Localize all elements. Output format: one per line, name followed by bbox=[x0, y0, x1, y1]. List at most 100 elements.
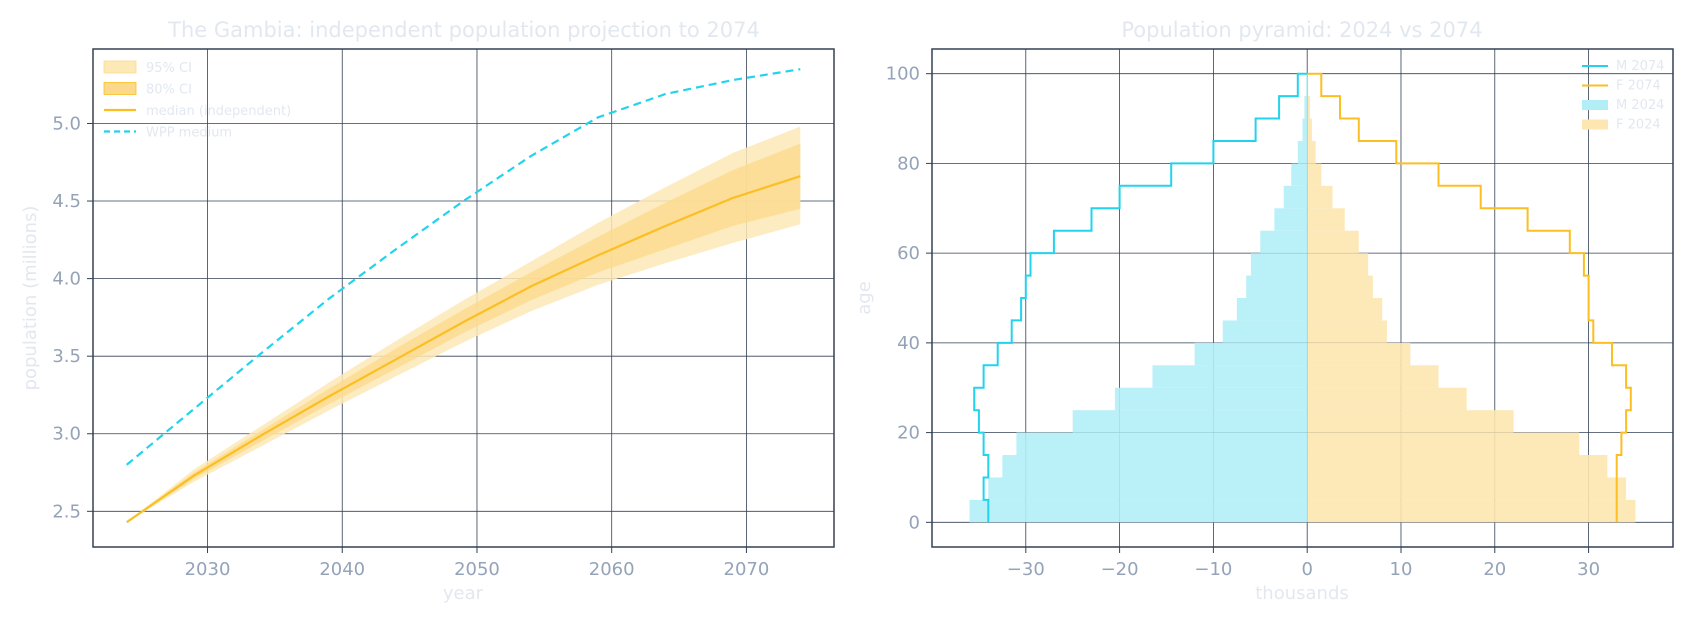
female-2024-bar bbox=[1307, 365, 1439, 388]
female-2024-bar bbox=[1307, 477, 1627, 500]
male-2024-bar bbox=[1246, 275, 1308, 298]
pyramid-x-tick-label: −30 bbox=[1007, 559, 1045, 580]
legend-swatch-ci80 bbox=[103, 82, 137, 95]
female-2024-bar bbox=[1307, 387, 1467, 411]
male-2024-bar bbox=[1016, 432, 1308, 456]
female-2024-bar bbox=[1307, 230, 1359, 254]
male-2024-bar bbox=[1302, 118, 1308, 141]
projection-y-tick-label: 3.5 bbox=[52, 346, 81, 367]
pyramid-legend: M 2074 F 2074 M 2024 F 2024 bbox=[1582, 59, 1664, 133]
wpp-medium-line bbox=[125, 68, 801, 466]
male-2024-bar bbox=[1297, 140, 1308, 164]
projection-x-tick-label: 2070 bbox=[724, 559, 770, 580]
male-2024-bar bbox=[1260, 230, 1308, 254]
pyramid-y-tick-label: 100 bbox=[886, 64, 920, 85]
male-2024-bar bbox=[1222, 320, 1308, 343]
pyramid-y-tick-label: 60 bbox=[897, 243, 920, 264]
female-2024-bar bbox=[1307, 275, 1373, 298]
pyramid-y-tick-label: 0 bbox=[909, 512, 920, 533]
male-2024-bar bbox=[1194, 342, 1308, 366]
male-2024-bar bbox=[1072, 410, 1308, 433]
female-2024-bar bbox=[1307, 96, 1311, 119]
projection-lines bbox=[125, 68, 801, 524]
projection-title: The Gambia: independent population proje… bbox=[167, 18, 760, 42]
pyramid-x-tick-label: −10 bbox=[1194, 559, 1232, 580]
projection-y-tick-label: 4.5 bbox=[52, 191, 81, 212]
projection-bands bbox=[126, 126, 801, 523]
female-2024-bar bbox=[1307, 342, 1411, 366]
female-2024-bar bbox=[1307, 73, 1309, 97]
pyramid-x-tick-label: 10 bbox=[1390, 559, 1413, 580]
legend-label: M 2024 bbox=[1616, 98, 1664, 113]
legend-swatch-ci95 bbox=[103, 60, 137, 74]
legend-label: F 2074 bbox=[1616, 79, 1661, 94]
female-2024-bar bbox=[1307, 432, 1580, 456]
male-2024-bar bbox=[988, 477, 1308, 500]
projection-x-tick-label: 2060 bbox=[589, 559, 635, 580]
male-2024-bar bbox=[1236, 298, 1308, 321]
legend-label: median (independent) bbox=[146, 104, 291, 119]
legend-label: F 2024 bbox=[1616, 118, 1661, 133]
male-2024-bar bbox=[1250, 253, 1308, 276]
male-2024-bar bbox=[1152, 365, 1308, 388]
pyramid-lines bbox=[973, 72, 1632, 523]
female-2024-bar bbox=[1307, 185, 1333, 209]
pyramid-bars bbox=[969, 73, 1636, 523]
female-2024-bar bbox=[1307, 298, 1383, 321]
female-2024-bar bbox=[1307, 208, 1345, 231]
projection-x-tick-label: 2040 bbox=[319, 559, 365, 580]
male-2024-bar bbox=[1283, 185, 1308, 209]
female-2024-bar bbox=[1307, 499, 1636, 523]
pyramid-x-tick-label: 30 bbox=[1577, 559, 1600, 580]
female-2024-bar bbox=[1307, 455, 1608, 478]
male-2024-bar bbox=[1114, 387, 1308, 411]
male-2074-line bbox=[973, 72, 1308, 523]
male-2024-bar bbox=[1002, 455, 1308, 478]
legend-label: M 2074 bbox=[1616, 59, 1664, 74]
female-2074-line bbox=[1307, 72, 1632, 523]
projection-y-tick-label: 5.0 bbox=[52, 113, 81, 134]
female-2024-bar bbox=[1307, 410, 1514, 433]
projection-y-label: population (millions) bbox=[20, 206, 41, 391]
male-2024-bar bbox=[1306, 73, 1308, 97]
male-2024-bar bbox=[1274, 208, 1308, 231]
projection-x-ticks: 2030 2040 2050 2060 2070 bbox=[185, 547, 770, 580]
pyramid-axes-frame bbox=[931, 48, 1674, 548]
legend-swatch-f2024 bbox=[1582, 119, 1608, 130]
projection-y-tick-label: 2.5 bbox=[52, 501, 81, 522]
pyramid-y-tick-label: 80 bbox=[897, 153, 920, 174]
male-2024-bar bbox=[1291, 163, 1308, 186]
female-2024-bar bbox=[1307, 140, 1316, 164]
pyramid-x-tick-label: 0 bbox=[1301, 559, 1312, 580]
pyramid-x-ticks: −30 −20 −10 0 10 20 30 bbox=[1007, 547, 1600, 580]
pyramid-y-tick-label: 20 bbox=[897, 423, 920, 444]
legend-swatch-m2024 bbox=[1582, 100, 1608, 110]
projection-axes-frame bbox=[92, 48, 835, 548]
legend-label: WPP medium bbox=[146, 126, 232, 141]
projection-legend: 95% CI 80% CI median (independent) WPP medi… bbox=[103, 60, 291, 141]
projection-x-tick-label: 2030 bbox=[185, 559, 231, 580]
pyramid-x-tick-label: −20 bbox=[1101, 559, 1139, 580]
male-2024-bar bbox=[969, 499, 1308, 523]
pyramid-panel: Population pyramid: 2024 vs 2074 −30 −20−… bbox=[854, 18, 1674, 604]
projection-x-label: year bbox=[443, 583, 484, 604]
pyramid-y-ticks: 0 20 40 60 80 100 bbox=[886, 64, 932, 533]
legend-label: 80% CI bbox=[146, 83, 192, 98]
pyramid-y-tick-label: 40 bbox=[897, 333, 920, 354]
female-2024-bar bbox=[1307, 118, 1312, 141]
pyramid-y-label: age bbox=[854, 281, 875, 315]
pyramid-x-label: thousands bbox=[1255, 583, 1349, 604]
pyramid-x-tick-label: 20 bbox=[1483, 559, 1506, 580]
ci80-band bbox=[126, 143, 801, 523]
projection-x-tick-label: 2050 bbox=[454, 559, 500, 580]
male-2024-bar bbox=[1304, 96, 1308, 119]
projection-y-ticks: 2.5 3.0 3.5 4.0 4.5 5.0 bbox=[52, 113, 93, 522]
projection-panel: The Gambia: independent population proje… bbox=[20, 18, 835, 604]
legend-label: 95% CI bbox=[146, 61, 192, 76]
projection-y-tick-label: 3.0 bbox=[52, 424, 81, 445]
female-2024-bar bbox=[1307, 253, 1369, 276]
median-line bbox=[126, 175, 801, 524]
female-2024-bar bbox=[1307, 320, 1387, 343]
projection-y-tick-label: 4.0 bbox=[52, 269, 81, 290]
